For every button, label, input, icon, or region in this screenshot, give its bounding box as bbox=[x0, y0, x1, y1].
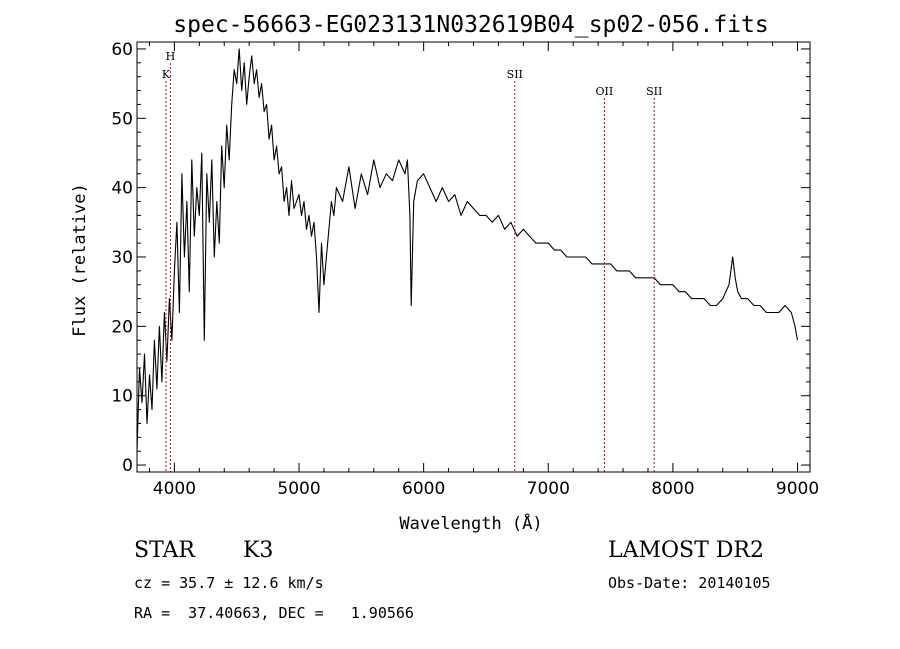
object-class: STAR bbox=[134, 538, 195, 563]
x-axis-label: Wavelength (Å) bbox=[399, 512, 542, 534]
spectrum-line bbox=[136, 48, 799, 452]
x-tick-label: 7000 bbox=[527, 479, 570, 499]
chart-title: spec-56663-EG023131N032619B04_sp02-056.f… bbox=[173, 12, 768, 38]
line-marker-label-3: OII bbox=[596, 85, 614, 98]
x-tick-label: 4000 bbox=[153, 479, 196, 499]
y-tick-label: 40 bbox=[111, 179, 133, 199]
x-tick-label: 6000 bbox=[402, 479, 445, 499]
y-tick-label: 30 bbox=[111, 248, 133, 268]
x-tick-label: 5000 bbox=[277, 479, 320, 499]
y-tick-label: 10 bbox=[111, 387, 133, 407]
y-tick-label: 20 bbox=[111, 317, 133, 337]
ra-dec-coordinates: RA = 37.40663, DEC = 1.90566 bbox=[134, 604, 414, 622]
x-tick-label: 9000 bbox=[776, 479, 819, 499]
line-marker-label-0: H bbox=[166, 50, 176, 63]
line-marker-label-1: K bbox=[162, 68, 171, 81]
plot-frame bbox=[136, 41, 811, 473]
survey-name: LAMOST DR2 bbox=[608, 538, 764, 563]
observation-date: Obs-Date: 20140105 bbox=[608, 574, 771, 592]
y-axis-label: Flux (relative) bbox=[70, 183, 90, 337]
y-tick-label: 0 bbox=[122, 456, 133, 476]
x-tick-label: 8000 bbox=[651, 479, 694, 499]
object-subclass: K3 bbox=[243, 538, 274, 563]
redshift-cz: cz = 35.7 ± 12.6 km/s bbox=[134, 574, 324, 592]
y-tick-label: 60 bbox=[111, 40, 133, 60]
y-tick-label: 50 bbox=[111, 109, 133, 129]
line-marker-label-4: SII bbox=[646, 85, 662, 98]
line-marker-label-2: SII bbox=[507, 68, 523, 81]
